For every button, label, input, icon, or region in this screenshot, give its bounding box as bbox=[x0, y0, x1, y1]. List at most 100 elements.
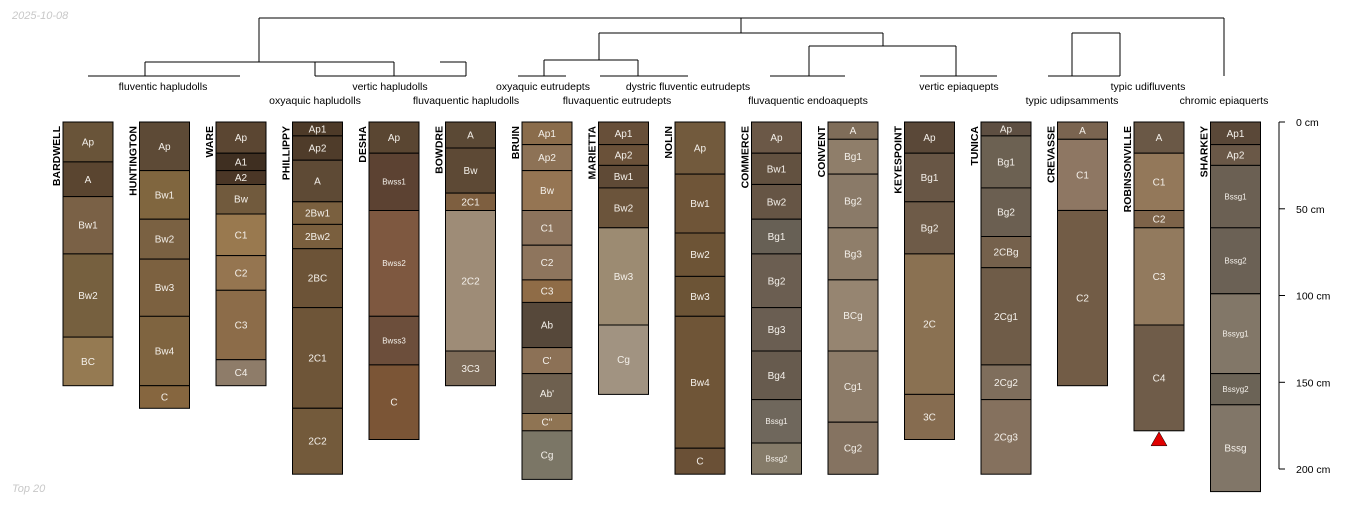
depth-tick-label: 100 cm bbox=[1296, 291, 1331, 303]
horizon-label: 2BC bbox=[308, 274, 327, 285]
horizon-label: C1 bbox=[1076, 170, 1089, 181]
horizon-label: 2C2 bbox=[308, 437, 327, 448]
horizon-label: Bw1 bbox=[155, 190, 175, 201]
horizon-label: 2C1 bbox=[461, 197, 480, 208]
horizon-label: Ap bbox=[82, 138, 95, 149]
horizon-label: Bw2 bbox=[690, 250, 710, 261]
horizon-label: Bssg2 bbox=[765, 454, 788, 463]
horizon-block bbox=[521, 144, 573, 172]
horizon-block bbox=[292, 407, 343, 475]
horizon-block bbox=[751, 184, 802, 220]
horizon-block bbox=[215, 184, 267, 215]
horizon-block bbox=[674, 121, 726, 175]
profile-tunica: TUNICA Ap Bg1 Bg2 2CBg 2Cg1 2Cg2 2Cg3 bbox=[969, 121, 1032, 475]
horizon-block bbox=[598, 227, 649, 326]
taxon-label: fluventic hapludolls bbox=[119, 81, 208, 93]
horizon-label: C4 bbox=[235, 368, 248, 379]
horizon-label: Ap bbox=[158, 142, 171, 153]
depth-tick-label: 50 cm bbox=[1296, 204, 1325, 216]
horizon-label: Cg bbox=[617, 355, 630, 366]
horizon-label: C4 bbox=[1153, 373, 1166, 384]
horizon-label: Bw bbox=[464, 166, 479, 177]
profile-name: CONVENT bbox=[816, 125, 828, 177]
horizon-label: Bssyg1 bbox=[1222, 330, 1249, 339]
horizon-block bbox=[751, 218, 802, 255]
horizon-label: Bg4 bbox=[768, 371, 786, 382]
horizon-block bbox=[139, 315, 190, 387]
horizon-block bbox=[674, 447, 726, 475]
profile-marietta: MARIETTA Ap1 Ap2 Bw1 Bw2 Bw3 Cg bbox=[587, 121, 649, 395]
horizon-label: C3 bbox=[1153, 272, 1166, 283]
depth-tick-label: 200 cm bbox=[1296, 464, 1331, 476]
horizon-label: Bw bbox=[234, 195, 249, 206]
horizon-label: Bg1 bbox=[997, 157, 1015, 168]
horizon-block bbox=[368, 210, 420, 317]
horizon-block bbox=[1133, 324, 1185, 432]
horizon-label: Bw3 bbox=[155, 283, 175, 294]
horizon-block bbox=[1057, 210, 1108, 387]
horizon-label: Ap bbox=[388, 133, 401, 144]
horizon-label: Ap1 bbox=[538, 129, 556, 140]
horizon-block bbox=[215, 289, 267, 361]
horizon-label: C3 bbox=[541, 287, 554, 298]
horizon-block bbox=[139, 258, 190, 317]
horizon-label: Ap1 bbox=[615, 129, 633, 140]
horizon-block bbox=[62, 161, 114, 198]
horizon-label: Ap2 bbox=[1227, 151, 1245, 162]
profile-name: ROBINSONVILLE bbox=[1122, 126, 1134, 212]
horizon-label: A bbox=[850, 126, 857, 137]
date-stamp: 2025-10-08 bbox=[11, 10, 69, 22]
profile-name: CREVASSE bbox=[1046, 126, 1058, 183]
depth-axis: 0 cm 50 cm 100 cm 150 cm 200 cm bbox=[1278, 117, 1331, 476]
taxon-label: fluvaquentic endoaquepts bbox=[748, 95, 868, 107]
horizon-label: Bg1 bbox=[768, 232, 786, 243]
horizon-block bbox=[751, 399, 802, 444]
horizon-label: Ab' bbox=[540, 389, 554, 400]
horizon-label: 2C2 bbox=[461, 276, 480, 287]
horizon-label: 3C3 bbox=[461, 364, 480, 375]
profile-name: COMMERCE bbox=[740, 126, 752, 188]
profile-desha: DESHA Ap Bwss1 Bwss2 Bwss3 C bbox=[357, 121, 420, 440]
horizon-label: A1 bbox=[235, 157, 248, 168]
taxon-label: vertic hapludolls bbox=[352, 81, 427, 93]
horizon-label: Ap1 bbox=[309, 124, 327, 135]
horizon-block bbox=[827, 421, 879, 475]
horizon-block bbox=[292, 223, 343, 250]
profile-name: TUNICA bbox=[969, 126, 981, 166]
horizon-block bbox=[215, 213, 267, 257]
horizon-label: Bw1 bbox=[767, 164, 787, 175]
horizon-label: Bssg1 bbox=[765, 417, 788, 426]
horizon-label: Bw2 bbox=[614, 203, 634, 214]
horizon-block bbox=[751, 253, 802, 309]
profile-name: PHILLIPPY bbox=[281, 126, 293, 180]
horizon-label: Bw bbox=[540, 186, 555, 197]
profile-bowdre: BOWDRE A Bw 2C1 2C2 3C3 bbox=[434, 121, 496, 387]
taxonomic-labels: fluventic hapludolls vertic hapludolls o… bbox=[119, 81, 1269, 107]
profile-ware: WARE Ap A1 A2 Bw C1 C2 C3 C4 bbox=[204, 121, 267, 387]
horizon-block bbox=[980, 364, 1032, 401]
profile-name: WARE bbox=[204, 126, 216, 158]
depth-tick-label: 0 cm bbox=[1296, 117, 1319, 129]
horizon-label: C bbox=[696, 457, 703, 468]
horizon-block bbox=[1057, 138, 1108, 211]
profile-huntington: HUNTINGTON Ap Bw1 Bw2 Bw3 Bw4 C bbox=[128, 121, 190, 409]
horizon-label: Cg bbox=[541, 451, 554, 462]
horizon-label: C2 bbox=[235, 268, 248, 279]
profile-name: HUNTINGTON bbox=[128, 126, 140, 196]
horizon-block bbox=[445, 147, 496, 194]
horizon-label: Ap2 bbox=[309, 144, 327, 155]
horizon-block bbox=[521, 170, 573, 212]
horizon-label: A bbox=[1079, 126, 1086, 137]
horizon-label: C' bbox=[542, 356, 551, 367]
profile-name: KEYESPOINT bbox=[893, 125, 905, 193]
horizon-label: Ap2 bbox=[615, 151, 633, 162]
horizon-block bbox=[674, 173, 726, 234]
horizon-label: C3 bbox=[235, 321, 248, 332]
horizon-block bbox=[445, 350, 496, 387]
horizon-label: 2C1 bbox=[308, 354, 327, 365]
horizon-block bbox=[1210, 164, 1261, 229]
taxon-label: oxyaquic eutrudepts bbox=[496, 81, 590, 93]
